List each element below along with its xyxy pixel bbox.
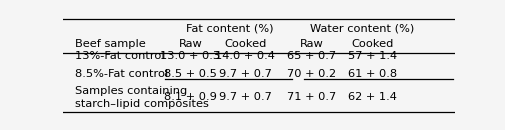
Text: 13%-Fat control: 13%-Fat control (75, 51, 165, 61)
Text: 70 + 0.2: 70 + 0.2 (287, 69, 336, 79)
Text: 14.0 + 0.4: 14.0 + 0.4 (215, 51, 275, 61)
Text: Beef sample: Beef sample (75, 39, 145, 49)
Text: 57 + 1.4: 57 + 1.4 (348, 51, 397, 61)
Text: 13.0 + 0.3: 13.0 + 0.3 (160, 51, 220, 61)
Text: 61 + 0.8: 61 + 0.8 (348, 69, 397, 79)
Text: Samples containing
starch–lipid composites: Samples containing starch–lipid composit… (75, 86, 209, 109)
Text: Cooked: Cooked (351, 39, 393, 49)
Text: 71 + 0.7: 71 + 0.7 (287, 92, 336, 102)
Text: 8.1 + 0.9: 8.1 + 0.9 (164, 92, 217, 102)
Text: 8.5 + 0.5: 8.5 + 0.5 (164, 69, 217, 79)
Text: Cooked: Cooked (224, 39, 266, 49)
Text: 8.5%-Fat control: 8.5%-Fat control (75, 69, 168, 79)
Text: Fat content (%): Fat content (%) (186, 23, 273, 33)
Text: 9.7 + 0.7: 9.7 + 0.7 (219, 69, 272, 79)
Text: Raw: Raw (178, 39, 202, 49)
Text: Raw: Raw (300, 39, 324, 49)
Text: 65 + 0.7: 65 + 0.7 (287, 51, 336, 61)
Text: 9.7 + 0.7: 9.7 + 0.7 (219, 92, 272, 102)
Text: Water content (%): Water content (%) (311, 23, 415, 33)
Text: 62 + 1.4: 62 + 1.4 (348, 92, 397, 102)
